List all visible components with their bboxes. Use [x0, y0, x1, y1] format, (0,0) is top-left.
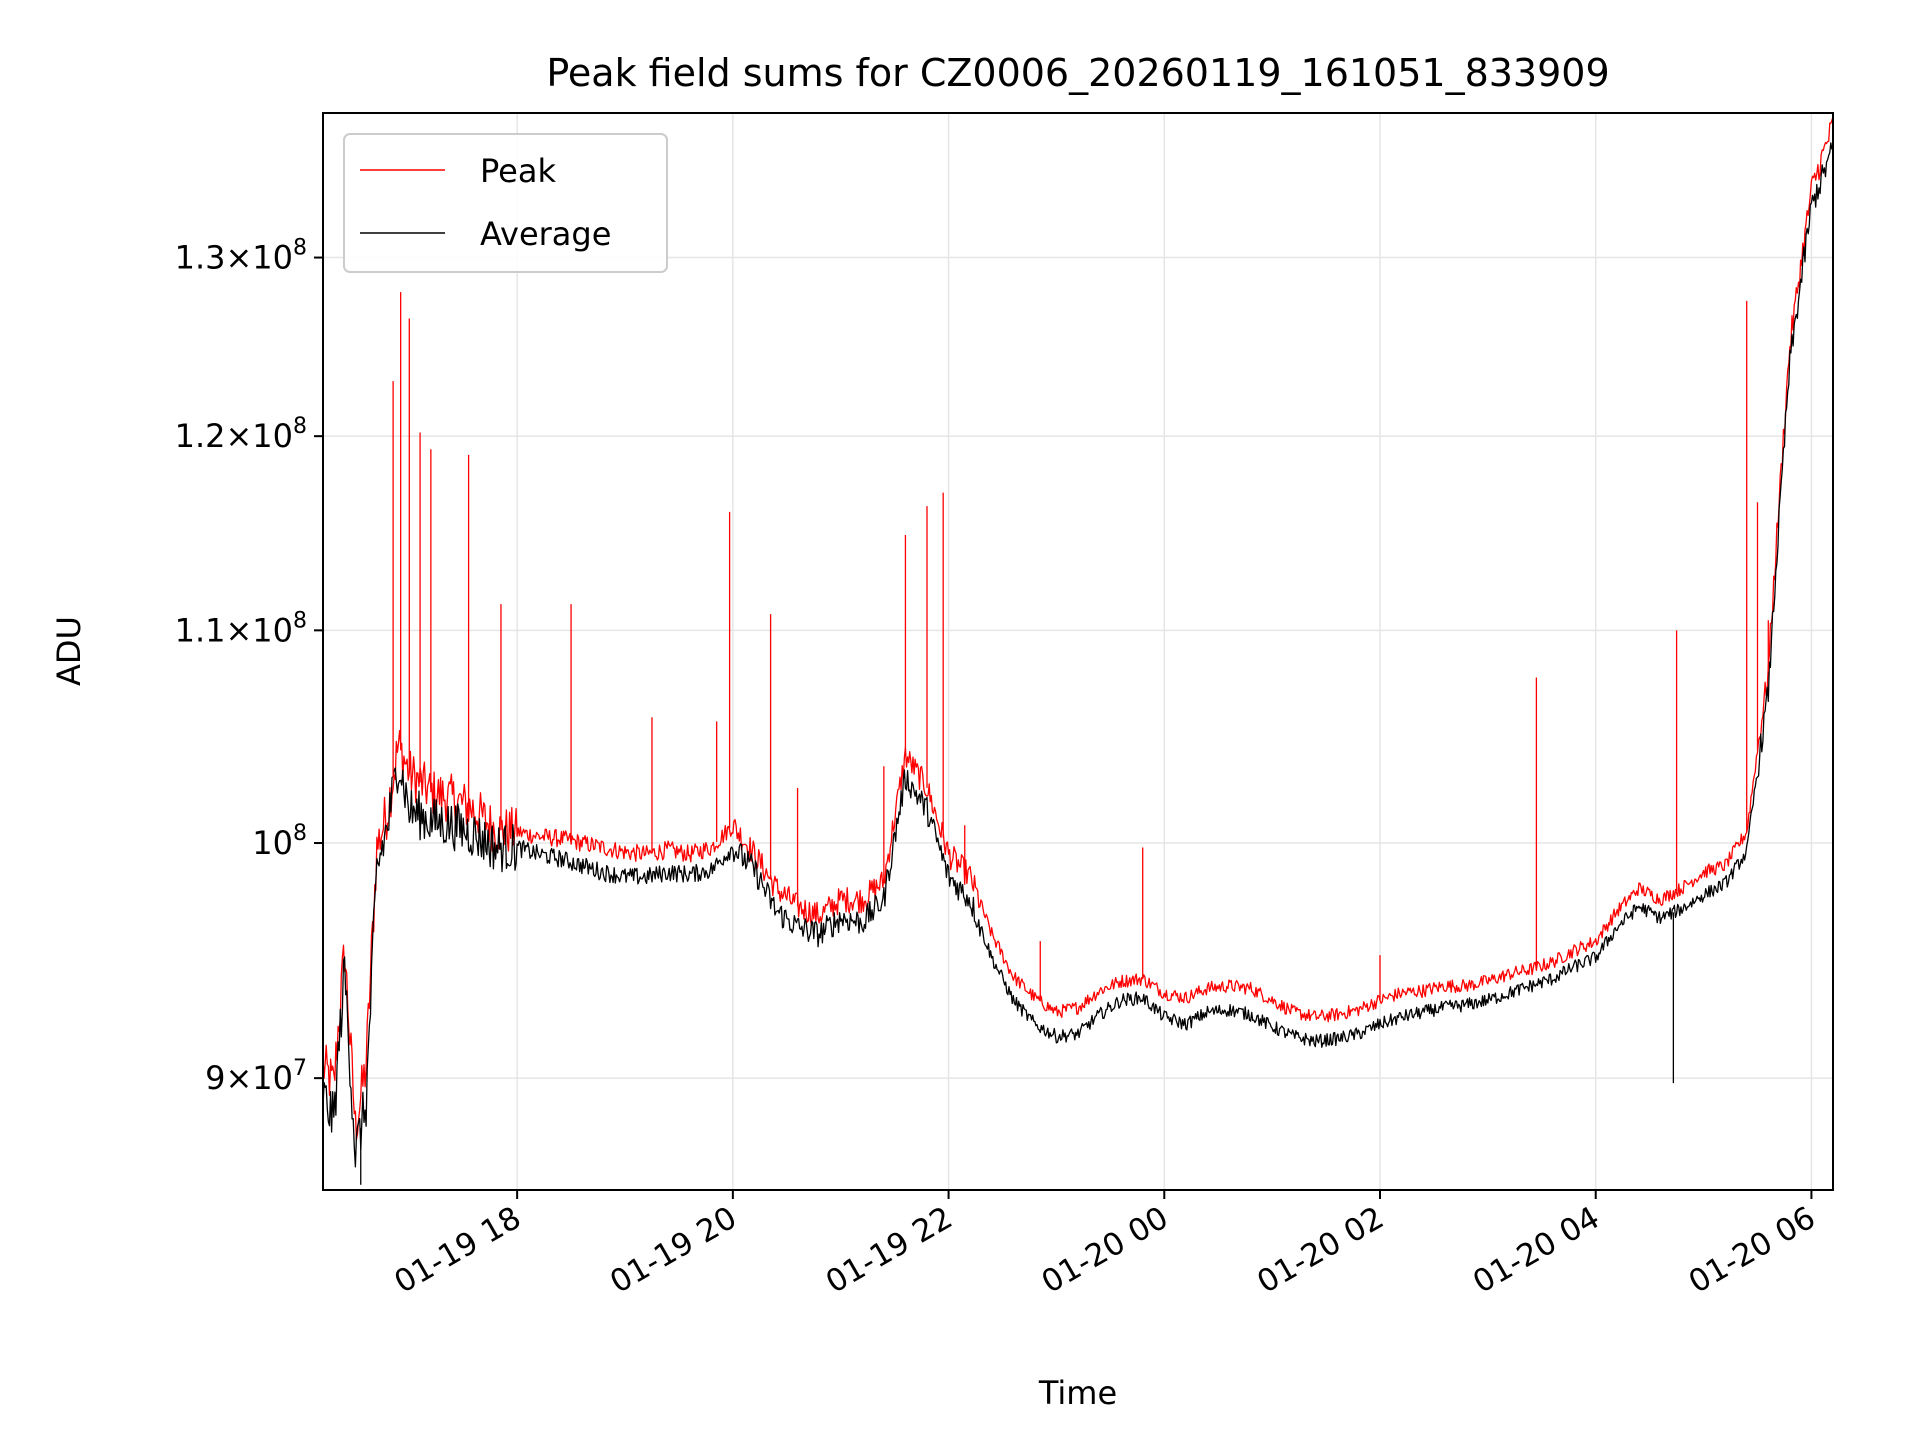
- x-axis-label: Time: [1038, 1374, 1117, 1412]
- y-axis-label: ADU: [50, 616, 88, 686]
- legend: Peak Average: [343, 133, 668, 273]
- y-tick-label: 108: [252, 821, 307, 862]
- y-tick-mantissa: 1.3×10: [175, 239, 293, 277]
- chart-title: Peak field sums for CZ0006_20260119_1610…: [546, 51, 1609, 95]
- y-tick-label: 1.2×108: [175, 414, 307, 455]
- y-tick-exponent: 8: [293, 414, 307, 439]
- plot-area: [322, 116, 1834, 1185]
- y-tick-label: 1.1×108: [175, 608, 307, 649]
- y-tick-mantissa: 9×10: [205, 1059, 293, 1097]
- legend-average-label: Average: [480, 215, 611, 253]
- y-tick-exponent: 7: [293, 1056, 307, 1081]
- legend-box: [343, 133, 668, 273]
- legend-peak-label: Peak: [480, 152, 556, 190]
- series-line-peak: [322, 116, 1834, 1141]
- axes-frame: [322, 112, 1834, 1191]
- series-line-average: [322, 142, 1834, 1168]
- y-tick-label: 9×107: [205, 1056, 307, 1097]
- y-tick-mantissa: 1.2×10: [175, 417, 293, 455]
- y-tick-mantissa: 1.1×10: [175, 611, 293, 649]
- y-tick-label: 1.3×108: [175, 236, 307, 277]
- y-tick-mantissa: 10: [252, 824, 293, 862]
- y-tick-exponent: 8: [293, 821, 307, 846]
- y-tick-exponent: 8: [293, 608, 307, 633]
- y-tick-exponent: 8: [293, 236, 307, 261]
